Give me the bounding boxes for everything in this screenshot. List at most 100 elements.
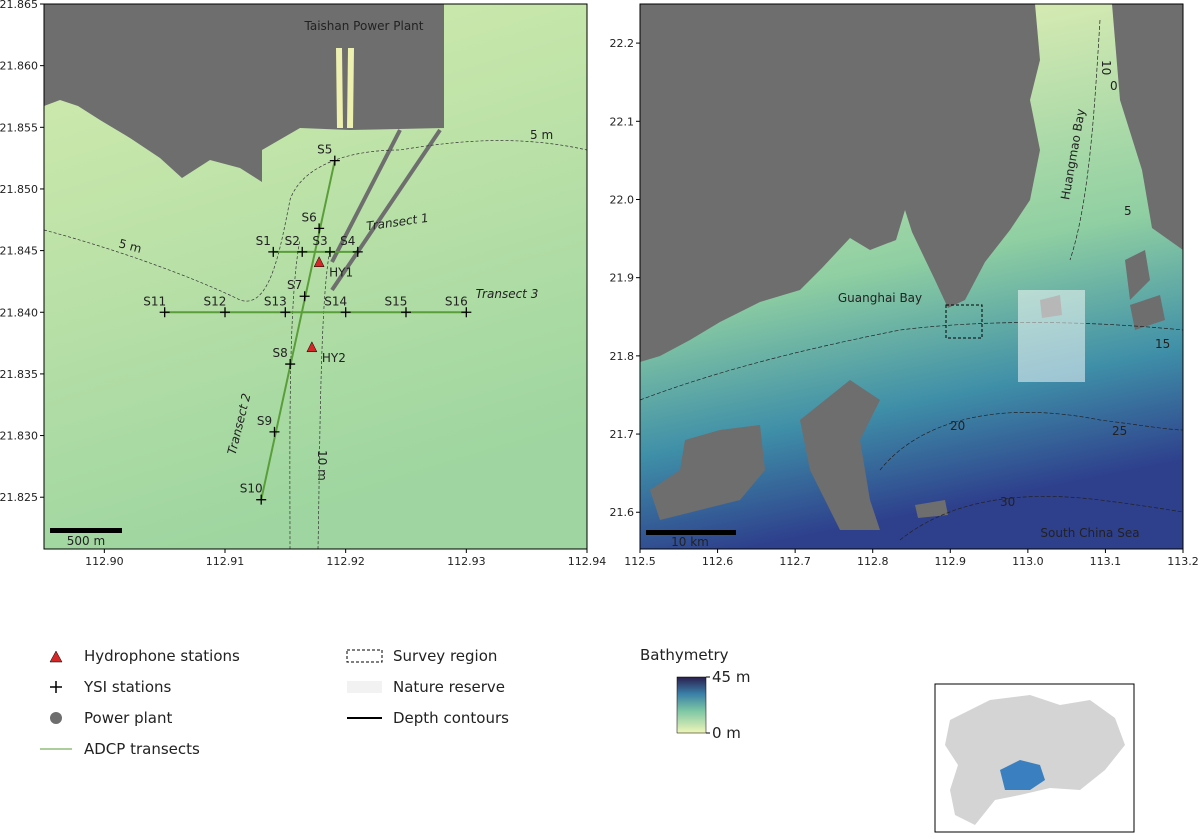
legend-label: Survey region — [393, 647, 497, 665]
right-map: Guanghai Bay Huangmao Bay South China Se… — [640, 4, 1183, 549]
station-label: S16 — [445, 294, 468, 308]
legend-label: YSI stations — [83, 678, 171, 696]
place-label: Guanghai Bay — [838, 291, 922, 305]
y-tick-label: 21.850 — [0, 183, 38, 196]
plant-label: Taishan Power Plant — [304, 19, 424, 33]
ysi-station — [280, 307, 291, 318]
station-label: S7 — [287, 278, 302, 292]
inset — [934, 683, 1135, 833]
legend-label: ADCP transects — [84, 740, 200, 758]
contour-label: 5 — [1124, 204, 1132, 218]
x-tick-label: 112.93 — [447, 555, 486, 568]
contour — [1069, 19, 1101, 261]
legend-marker — [346, 649, 383, 663]
contour — [879, 411, 1183, 471]
station-label: S12 — [204, 294, 227, 308]
contour-label: 5 m — [117, 236, 143, 256]
legend-label: Depth contours — [393, 709, 509, 727]
station-label: S1 — [256, 234, 271, 248]
left-map: 5 m 5 m 10 m Taishan Power Plant Transec… — [44, 4, 587, 549]
contour-label: 10 m — [315, 450, 329, 481]
ysi-station — [299, 291, 310, 302]
legend-label: Nature reserve — [393, 678, 505, 696]
hydrophone-label: HY2 — [322, 351, 346, 365]
transect-line — [260, 160, 336, 500]
study-area — [1000, 760, 1045, 790]
y-tick-label: 21.6 — [610, 506, 635, 519]
colorbar — [676, 676, 707, 734]
ysi-station — [340, 307, 351, 318]
legend: Hydrophone stations YSI stations Power p… — [40, 646, 729, 758]
ysi-station — [297, 246, 308, 257]
legend-marker — [50, 712, 62, 724]
y-tick-label: 22.1 — [610, 115, 635, 128]
x-tick-label: 112.91 — [206, 555, 245, 568]
x-tick-label: 112.8 — [857, 555, 889, 568]
ysi-station — [256, 494, 267, 505]
colorbar-title: Bathymetry — [640, 646, 729, 664]
x-tick-label: 112.94 — [568, 555, 607, 568]
x-tick-label: 112.5 — [624, 555, 656, 568]
x-tick-label: 112.90 — [85, 555, 124, 568]
y-tick-label: 21.860 — [0, 60, 38, 73]
x-tick-label: 112.7 — [779, 555, 811, 568]
x-tick-label: 113.0 — [1012, 555, 1044, 568]
survey-region — [945, 304, 983, 339]
land — [640, 4, 1040, 362]
y-tick-label: 21.865 — [0, 0, 38, 11]
ysi-station — [324, 246, 335, 257]
station-label: S9 — [257, 414, 272, 428]
y-tick-label: 22.2 — [610, 37, 635, 50]
ysi-station — [159, 307, 170, 318]
scale-label: 500 m — [67, 534, 105, 548]
ysi-station — [461, 307, 472, 318]
ysi-station — [220, 307, 230, 318]
station-label: S10 — [240, 482, 263, 496]
y-tick-label: 21.9 — [610, 272, 635, 285]
ysi-station — [329, 155, 340, 166]
legend-marker — [50, 681, 62, 693]
y-tick-label: 21.8 — [610, 350, 635, 363]
station-label: S2 — [285, 234, 300, 248]
land — [44, 4, 444, 182]
contour-label: 25 — [1112, 424, 1127, 438]
island — [650, 380, 948, 530]
y-tick-label: 21.840 — [0, 306, 38, 319]
contour-label: 5 m — [530, 128, 553, 142]
land — [1112, 4, 1183, 250]
station-label: S15 — [385, 294, 408, 308]
legend-marker — [49, 650, 63, 663]
ysi-station — [268, 246, 279, 257]
x-tick-label: 112.6 — [702, 555, 734, 568]
colorbar-label: 45 m — [712, 668, 750, 686]
station-label: S4 — [340, 234, 355, 248]
x-tick-label: 112.92 — [326, 555, 365, 568]
ysi-station — [269, 426, 280, 437]
y-tick-label: 21.855 — [0, 121, 38, 134]
y-tick-label: 21.830 — [0, 430, 38, 443]
contour — [899, 496, 1183, 541]
transect-label: Transect 3 — [476, 287, 539, 301]
y-tick-label: 22.0 — [610, 193, 635, 206]
station-label: S13 — [264, 294, 287, 308]
contour-label: 0 — [1110, 79, 1118, 93]
channel — [336, 48, 354, 128]
scale-bar — [646, 530, 736, 535]
frame — [43, 3, 588, 550]
x-tick-label: 113.2 — [1167, 555, 1199, 568]
frame — [639, 3, 1184, 550]
y-tick-label: 21.825 — [0, 491, 38, 504]
y-tick-label: 21.845 — [0, 245, 38, 258]
x-tick-label: 112.9 — [935, 555, 967, 568]
contour — [44, 140, 587, 302]
contour-label: 30 — [1000, 495, 1015, 509]
legend-label: Hydrophone stations — [84, 647, 240, 665]
x-tick-label: 113.1 — [1090, 555, 1122, 568]
station-label: S6 — [301, 210, 316, 224]
hydrophone — [306, 341, 318, 353]
legend-marker — [347, 681, 382, 693]
station-label: S5 — [317, 143, 332, 157]
contour — [640, 322, 1183, 401]
station-label: S8 — [273, 346, 288, 360]
